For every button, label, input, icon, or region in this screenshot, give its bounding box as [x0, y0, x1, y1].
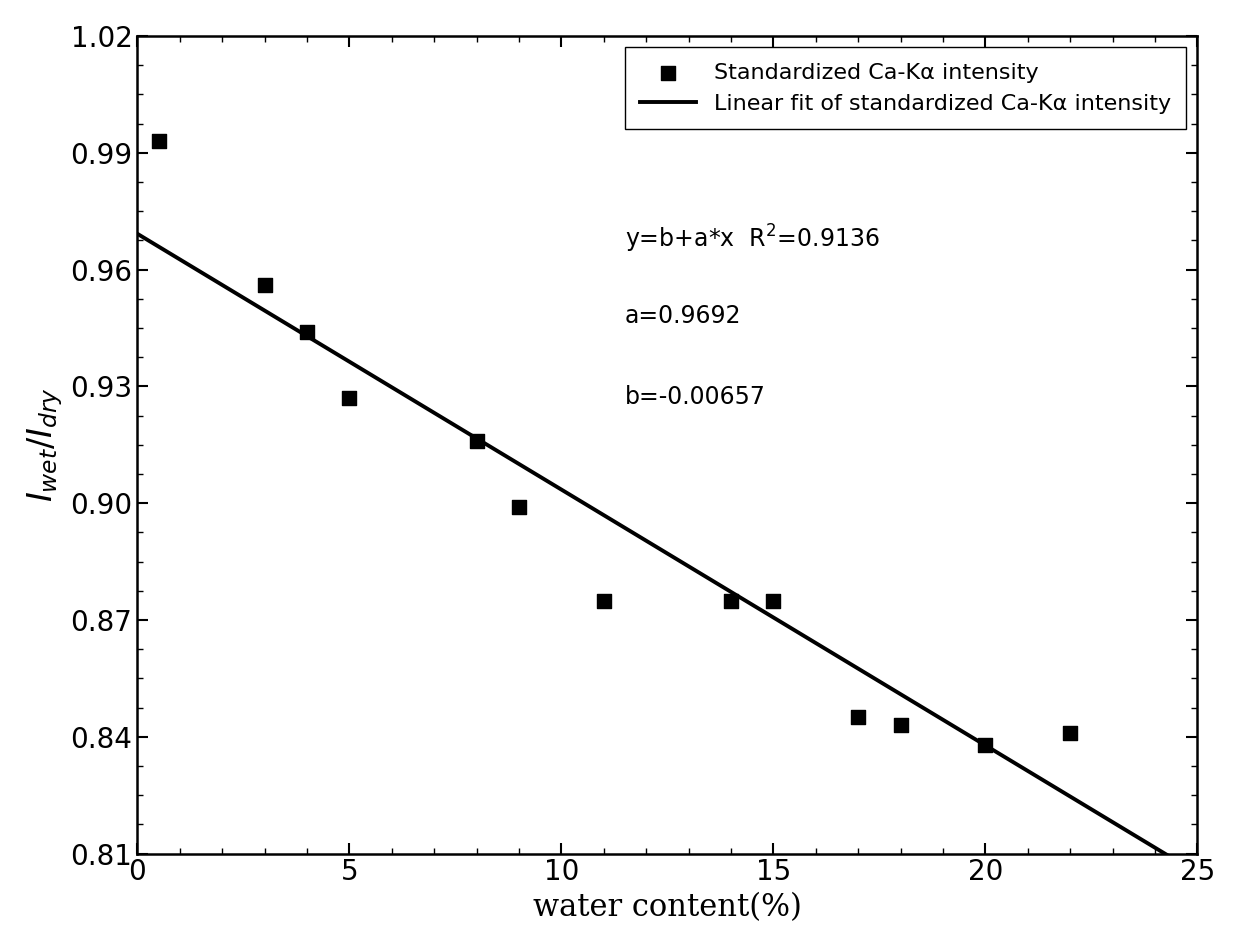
Legend: Standardized Ca-Kα intensity, Linear fit of standardized Ca-Kα intensity: Standardized Ca-Kα intensity, Linear fit…: [625, 47, 1187, 129]
Standardized Ca-Kα intensity: [764, 592, 784, 608]
Y-axis label: $\mathit{I}_{wet}/\mathit{I}_{dry}$: $\mathit{I}_{wet}/\mathit{I}_{dry}$: [25, 388, 64, 502]
Linear fit of standardized Ca-Kα intensity: [1190, 867, 1205, 879]
X-axis label: water content(%): water content(%): [533, 892, 802, 923]
Standardized Ca-Kα intensity: [594, 592, 614, 608]
Standardized Ca-Kα intensity: [149, 134, 169, 149]
Standardized Ca-Kα intensity: [510, 500, 529, 515]
Linear fit of standardized Ca-Kα intensity: [1023, 767, 1038, 778]
Standardized Ca-Kα intensity: [254, 278, 274, 293]
Linear fit of standardized Ca-Kα intensity: [761, 609, 776, 620]
Linear fit of standardized Ca-Kα intensity: [1091, 808, 1106, 819]
Standardized Ca-Kα intensity: [890, 718, 910, 733]
Linear fit of standardized Ca-Kα intensity: [134, 230, 149, 242]
Standardized Ca-Kα intensity: [1060, 725, 1080, 740]
Linear fit of standardized Ca-Kα intensity: [130, 228, 145, 240]
Standardized Ca-Kα intensity: [720, 592, 740, 608]
Text: y=b+a*x  $\mathdefault{R^2}$=0.9136: y=b+a*x $\mathdefault{R^2}$=0.9136: [625, 223, 879, 255]
Standardized Ca-Kα intensity: [848, 710, 868, 725]
Standardized Ca-Kα intensity: [466, 433, 486, 448]
Standardized Ca-Kα intensity: [976, 737, 996, 752]
Linear fit of standardized Ca-Kα intensity: [779, 619, 794, 630]
Standardized Ca-Kα intensity: [340, 391, 360, 406]
Text: b=-0.00657: b=-0.00657: [625, 385, 766, 409]
Linear fit of standardized Ca-Kα intensity: [758, 607, 773, 618]
Line: Linear fit of standardized Ca-Kα intensity: Linear fit of standardized Ca-Kα intensi…: [138, 234, 1198, 873]
Text: a=0.9692: a=0.9692: [625, 304, 742, 328]
Standardized Ca-Kα intensity: [298, 324, 317, 339]
